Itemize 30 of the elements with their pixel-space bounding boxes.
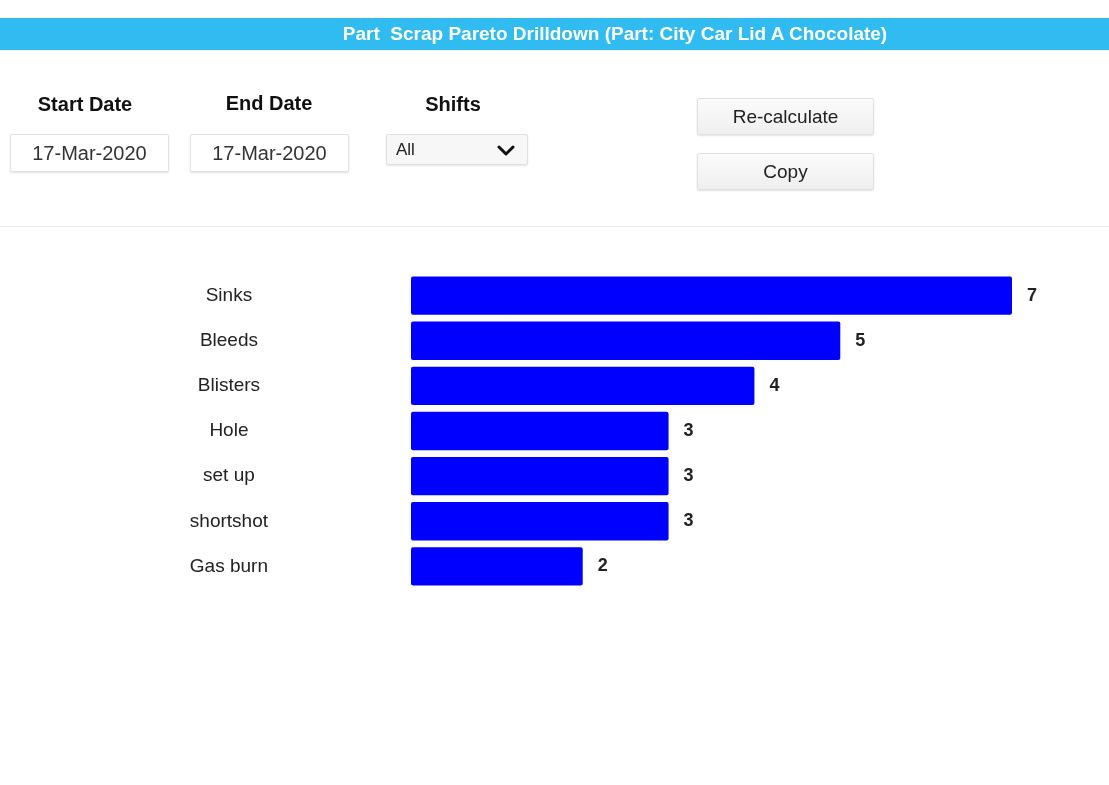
- bar: [411, 276, 1012, 315]
- y-tick-label: shortshot: [189, 509, 269, 531]
- data-label: 4: [769, 374, 780, 395]
- text-field: 17-Mar-2020: [190, 134, 349, 172]
- text: End Date: [225, 91, 313, 115]
- data-label: 3: [683, 419, 694, 440]
- y-tick-label: set up: [203, 464, 255, 486]
- data-label: 3: [683, 510, 694, 531]
- data-label: 7: [1027, 284, 1038, 305]
- data-label: 3: [683, 465, 694, 486]
- text-field: 17-Mar-2020: [10, 134, 169, 172]
- text: Start Date: [37, 92, 133, 116]
- bar: [411, 411, 669, 451]
- button: Re-calculate: [697, 98, 874, 135]
- bar: [411, 321, 841, 360]
- y-tick-label: Blisters: [197, 374, 261, 396]
- y-tick-label: Bleeds: [199, 328, 258, 350]
- data-label: 5: [855, 329, 866, 350]
- bar: [411, 366, 755, 406]
- button: Copy: [697, 153, 874, 190]
- y-tick-label: Sinks: [205, 283, 253, 305]
- y-tick-label: Hole: [209, 419, 249, 441]
- text: Shifts: [425, 92, 481, 116]
- data-label: 2: [597, 555, 608, 576]
- bar: [411, 456, 669, 496]
- chart-title: Part Scrap Pareto Drilldown (Part: City Car Lid A Chocolate): [342, 23, 888, 45]
- y-tick-label: Gas burn: [189, 554, 268, 576]
- bar: [411, 502, 669, 541]
- bar: [411, 547, 583, 586]
- dropdown: All: [386, 134, 528, 165]
